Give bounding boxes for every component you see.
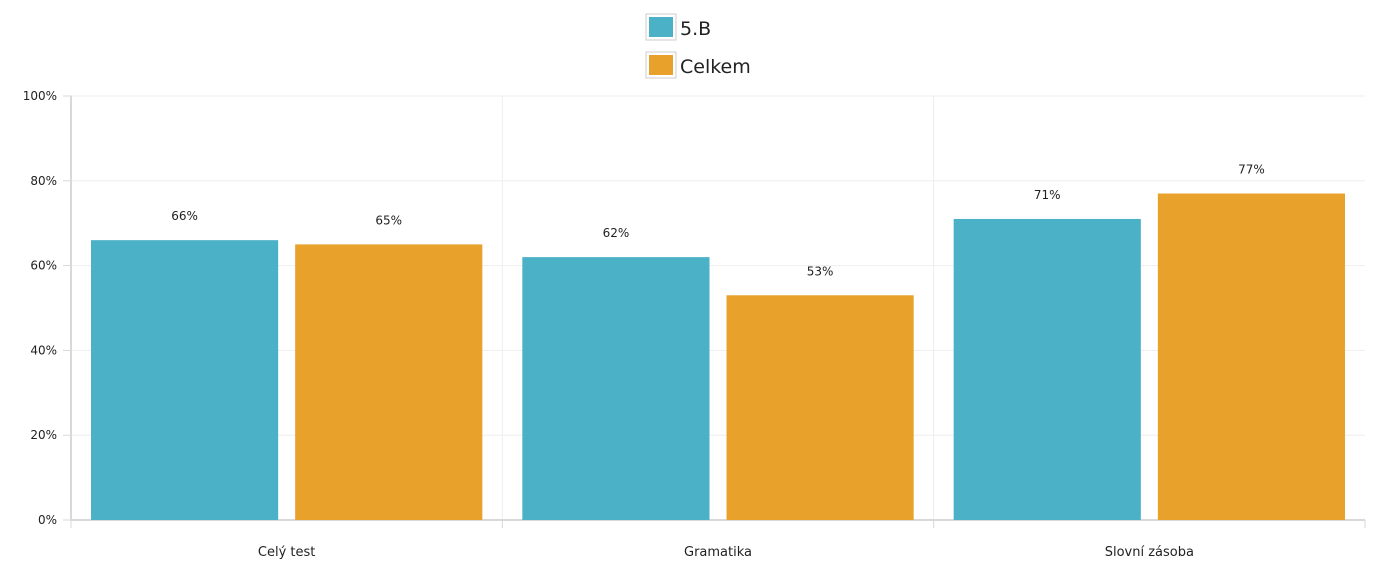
bar — [953, 218, 1141, 520]
bar — [522, 257, 710, 520]
data-label: 62% — [603, 226, 630, 240]
y-tick-label: 100% — [23, 89, 57, 103]
bar — [91, 240, 279, 520]
x-tick-label: Slovní zásoba — [1105, 545, 1194, 560]
legend-label: Celkem — [680, 56, 751, 78]
bars — [91, 193, 1345, 520]
data-label: 66% — [171, 209, 198, 223]
y-tick-label: 40% — [30, 343, 57, 357]
x-tick-label: Celý test — [258, 545, 315, 560]
y-tick-label: 80% — [30, 174, 57, 188]
y-tick-label: 60% — [30, 259, 57, 273]
legend-label: 5.B — [680, 18, 711, 40]
data-label: 65% — [375, 213, 402, 227]
legend: 5.B Celkem — [645, 13, 751, 79]
y-tick-label: 0% — [38, 513, 57, 527]
bar — [1157, 193, 1345, 520]
data-label: 71% — [1034, 188, 1061, 202]
bar — [726, 295, 914, 520]
legend-swatch — [649, 17, 673, 37]
x-tick-label: Gramatika — [684, 545, 752, 560]
data-label: 77% — [1238, 163, 1265, 177]
legend-swatch — [649, 55, 673, 75]
data-labels: 66% 62% 71% 65% 53% 77% — [171, 163, 1265, 279]
bar — [295, 244, 483, 520]
axes: 0% 20% 40% 60% 80% 100% Celý test Gramatika Slov… — [23, 89, 1366, 560]
data-label: 53% — [807, 264, 834, 278]
grid — [71, 95, 1365, 520]
y-tick-label: 20% — [30, 428, 57, 442]
